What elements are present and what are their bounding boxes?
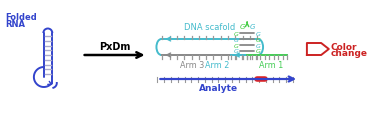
Text: G: G bbox=[233, 31, 238, 36]
Text: Color: Color bbox=[331, 42, 357, 51]
Text: G: G bbox=[256, 37, 261, 42]
Text: Folded: Folded bbox=[5, 13, 37, 22]
Text: G: G bbox=[233, 43, 238, 48]
Text: Arm 1: Arm 1 bbox=[259, 60, 283, 69]
Text: G: G bbox=[256, 31, 261, 36]
Text: G: G bbox=[256, 43, 261, 48]
Text: DNA scafold: DNA scafold bbox=[184, 23, 235, 32]
Text: G: G bbox=[249, 24, 255, 30]
Text: G: G bbox=[256, 49, 261, 54]
Text: RNA: RNA bbox=[5, 20, 25, 29]
Text: PxDm: PxDm bbox=[99, 42, 130, 52]
Text: Analyte: Analyte bbox=[199, 83, 238, 92]
Polygon shape bbox=[307, 44, 329, 56]
Text: G: G bbox=[233, 37, 238, 42]
Text: G: G bbox=[233, 49, 238, 54]
Text: Arm 2: Arm 2 bbox=[205, 60, 229, 69]
Text: change: change bbox=[331, 49, 368, 58]
Text: G: G bbox=[239, 24, 245, 30]
Text: Arm 3: Arm 3 bbox=[180, 60, 204, 69]
